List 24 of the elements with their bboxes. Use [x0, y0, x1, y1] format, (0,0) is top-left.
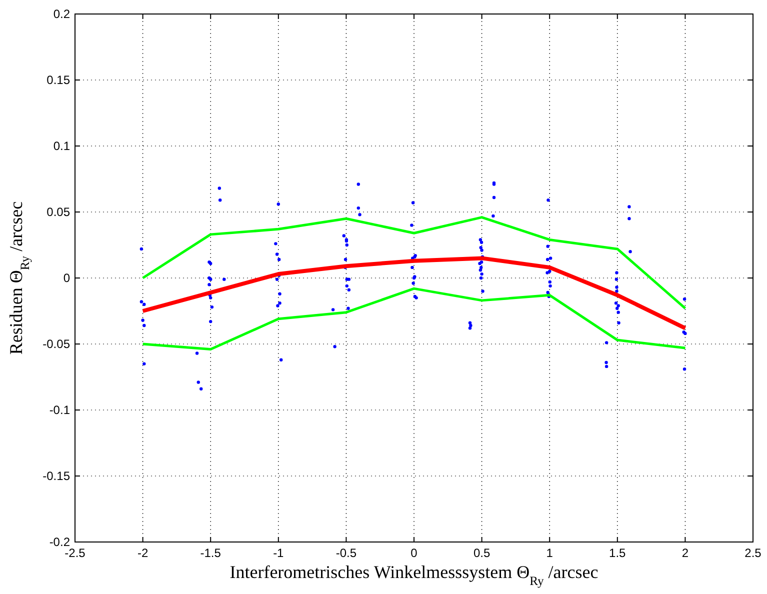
x-tick-label: -1 [273, 546, 284, 560]
x-tick-label: -2.5 [64, 546, 86, 560]
line-series [142, 216, 686, 310]
y-tick-label: 0.05 [46, 205, 70, 219]
y-tick-label: -0.05 [42, 337, 70, 351]
x-tick-label: -0.5 [336, 546, 357, 560]
x-tick-label: -1.5 [200, 546, 222, 560]
line-series [140, 256, 688, 330]
x-axis-title: Interferometrisches Winkelmesssystem Θ$_{Ry}$ /arcsec [230, 562, 598, 588]
x-tick-label: 1.5 [609, 546, 626, 560]
x-tick-label: 1 [546, 546, 554, 560]
x-tick-label: -2 [137, 546, 148, 560]
y-tick-label: -0.1 [49, 403, 70, 417]
y-tick-label: -0.15 [42, 469, 70, 483]
x-tick-label: 0 [410, 546, 418, 560]
x-tick-label: 2.5 [744, 546, 762, 560]
x-tick-label: 2 [682, 546, 689, 560]
y-tick-label: 0.1 [53, 139, 70, 153]
line-series [142, 287, 686, 351]
y-tick-label: 0.15 [46, 73, 70, 87]
x-tick-label: 0.5 [473, 546, 490, 560]
y-tick-label: 0.2 [53, 7, 70, 21]
y-tick-label: -0.2 [49, 535, 70, 549]
y-tick-label: 0 [63, 271, 70, 285]
